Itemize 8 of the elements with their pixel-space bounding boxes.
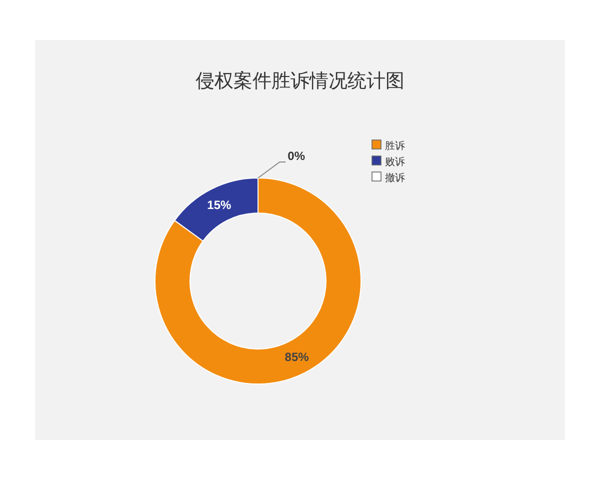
chart-title: 侵权案件胜诉情况统计图 [196, 70, 404, 92]
donut-slice [154, 178, 362, 384]
legend-label: 败诉 [385, 156, 405, 168]
data-label: 85% [284, 350, 310, 364]
text: 0% [288, 148, 306, 163]
data-label: 15% [207, 198, 232, 212]
legend-label: 胜诉 [385, 140, 405, 152]
legend-label: 撤诉 [385, 172, 405, 184]
